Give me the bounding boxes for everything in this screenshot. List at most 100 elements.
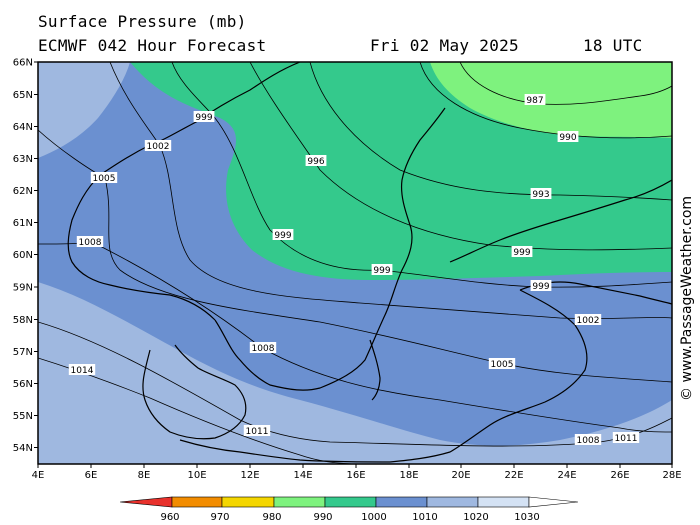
svg-text:999: 999 bbox=[513, 248, 530, 258]
legend-tick-label: 1020 bbox=[463, 512, 488, 523]
lat-label: 57N bbox=[13, 347, 33, 358]
svg-text:999: 999 bbox=[532, 282, 549, 292]
legend-swatch bbox=[221, 496, 275, 508]
forecast-date: Fri 02 May 2025 bbox=[370, 36, 519, 55]
legend-tick-label: 970 bbox=[210, 512, 229, 523]
svg-text:990: 990 bbox=[559, 133, 576, 143]
lat-label: 54N bbox=[13, 443, 33, 454]
isobar-label: 1014 bbox=[68, 364, 96, 376]
lat-label: 55N bbox=[13, 411, 33, 422]
isobar-label: 1008 bbox=[574, 434, 602, 446]
isobar-993 bbox=[309, 62, 672, 201]
band-980-990 bbox=[430, 62, 672, 138]
lat-label: 58N bbox=[13, 315, 33, 326]
isobar-label: 999 bbox=[193, 111, 215, 123]
legend-tick-label: 990 bbox=[313, 512, 332, 523]
lon-label: 12E bbox=[240, 470, 259, 481]
lon-label: 22E bbox=[504, 470, 523, 481]
isobar-label: 999 bbox=[371, 264, 393, 276]
germany-coast bbox=[179, 439, 391, 463]
isobar-987 bbox=[459, 62, 672, 105]
pressure-legend: 960 970 980 990 1000 1010 1020 1030 bbox=[119, 496, 579, 523]
svg-text:1005: 1005 bbox=[491, 360, 514, 370]
lat-label: 66N bbox=[13, 58, 33, 69]
isobar-label: 1011 bbox=[243, 425, 271, 437]
lat-label: 60N bbox=[13, 250, 33, 261]
map-frame bbox=[37, 61, 673, 465]
isobar-label: 999 bbox=[530, 280, 552, 292]
svg-text:1002: 1002 bbox=[147, 142, 170, 152]
isobar-label: 999 bbox=[511, 246, 533, 258]
gotland bbox=[369, 339, 381, 401]
norway-coast bbox=[67, 62, 301, 321]
legend-swatch bbox=[375, 496, 428, 508]
svg-text:1014: 1014 bbox=[71, 366, 94, 376]
lon-label: 6E bbox=[85, 470, 98, 481]
svg-text:1008: 1008 bbox=[252, 344, 275, 354]
legend-tick-label: 960 bbox=[160, 512, 179, 523]
isobar-label: 1005 bbox=[488, 358, 516, 370]
isobar-label: 1002 bbox=[144, 140, 172, 152]
legend-swatch bbox=[477, 496, 530, 508]
svg-text:1011: 1011 bbox=[246, 427, 269, 437]
legend-tick-label: 1000 bbox=[361, 512, 386, 523]
isobar-label: 1011 bbox=[612, 432, 640, 444]
isobar-990 bbox=[419, 62, 672, 139]
legend-swatch bbox=[426, 496, 479, 508]
isobar-label: 1002 bbox=[574, 314, 602, 326]
legend-swatch bbox=[273, 496, 326, 508]
svg-text:999: 999 bbox=[274, 231, 291, 241]
band-1010-1020-west bbox=[38, 282, 672, 464]
lon-label: 26E bbox=[610, 470, 629, 481]
lon-label: 18E bbox=[399, 470, 418, 481]
isobar-label: 993 bbox=[530, 188, 552, 200]
isobar-label: 1005 bbox=[90, 172, 118, 184]
lon-label: 16E bbox=[346, 470, 365, 481]
svg-text:993: 993 bbox=[532, 190, 549, 200]
credit-watermark: © www.PassageWeather.com bbox=[679, 196, 695, 401]
lon-label: 14E bbox=[293, 470, 312, 481]
longitude-axis: 4E 6E 8E 10E 12E 14E 16E 18E 20E 22E 24E 26E 28E bbox=[32, 464, 682, 481]
svg-text:999: 999 bbox=[195, 113, 212, 123]
lat-label: 56N bbox=[13, 379, 33, 390]
lat-label: 63N bbox=[13, 154, 33, 165]
legend-swatch bbox=[119, 496, 173, 508]
svg-text:1002: 1002 bbox=[577, 316, 600, 326]
isobar-999 bbox=[171, 62, 672, 288]
lat-label: 59N bbox=[13, 283, 33, 294]
lon-label: 24E bbox=[557, 470, 576, 481]
lon-label: 28E bbox=[662, 470, 681, 481]
lat-label: 61N bbox=[13, 218, 33, 229]
coastlines bbox=[67, 62, 672, 463]
legend-swatch bbox=[171, 496, 223, 508]
svg-text:1008: 1008 bbox=[79, 238, 102, 248]
denmark-coast bbox=[142, 344, 247, 440]
legend-swatch bbox=[324, 496, 377, 508]
lon-label: 20E bbox=[451, 470, 470, 481]
forecast-time: 18 UTC bbox=[583, 36, 643, 55]
isobar-label: 1008 bbox=[76, 236, 104, 248]
lon-label: 8E bbox=[138, 470, 151, 481]
isobar-labels: 987 990 993 996 999 999 999 999 999 1002 1002 1005 1… bbox=[68, 94, 640, 446]
lon-label: 10E bbox=[187, 470, 206, 481]
svg-text:1011: 1011 bbox=[615, 434, 638, 444]
svg-text:999: 999 bbox=[373, 266, 390, 276]
band-1010-1020-north bbox=[38, 62, 130, 158]
legend-swatch bbox=[528, 496, 579, 508]
lat-label: 62N bbox=[13, 186, 33, 197]
sweden-coast bbox=[214, 107, 446, 391]
isobar-label: 999 bbox=[272, 229, 294, 241]
isobar-label: 987 bbox=[524, 94, 546, 106]
legend-tick-label: 1030 bbox=[514, 512, 539, 523]
lon-label: 4E bbox=[32, 470, 45, 481]
legend-tick-label: 1010 bbox=[412, 512, 437, 523]
svg-text:987: 987 bbox=[526, 96, 543, 106]
isobar-label: 1008 bbox=[249, 342, 277, 354]
svg-text:996: 996 bbox=[307, 157, 324, 167]
credit-text: © www.PassageWeather.com bbox=[679, 196, 695, 401]
map-title: Surface Pressure (mb) bbox=[38, 12, 247, 31]
lat-label: 64N bbox=[13, 122, 33, 133]
forecast-model: ECMWF 042 Hour Forecast bbox=[38, 36, 267, 55]
svg-text:1008: 1008 bbox=[577, 436, 600, 446]
